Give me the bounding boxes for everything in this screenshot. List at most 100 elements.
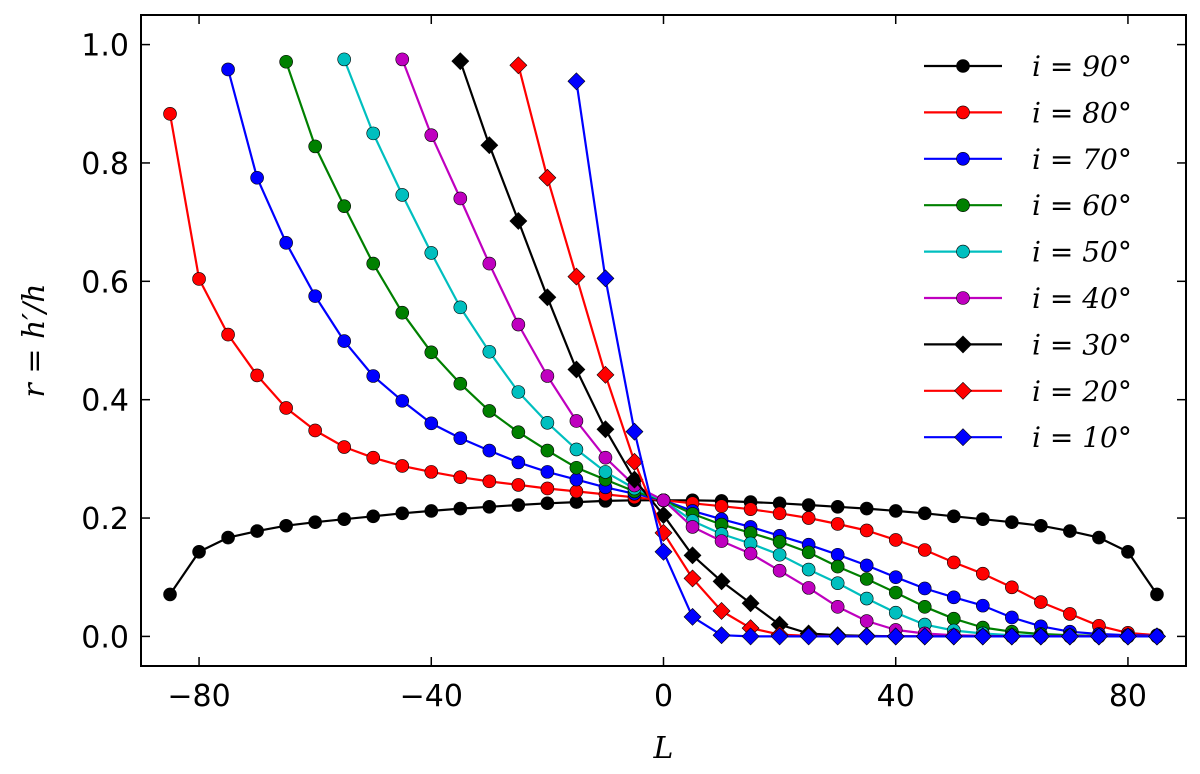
data-point <box>976 512 990 527</box>
legend-label: i = 80° <box>1032 96 1132 129</box>
legend-marker <box>954 381 972 400</box>
data-point <box>830 517 845 531</box>
data-point <box>1002 627 1021 646</box>
data-point <box>888 570 903 585</box>
data-point <box>511 455 526 470</box>
y-tick-label: 0.0 <box>81 620 129 655</box>
data-point <box>1034 595 1048 609</box>
data-point <box>395 52 410 67</box>
data-point <box>192 272 206 286</box>
data-point <box>1005 610 1019 625</box>
data-point <box>337 52 351 67</box>
legend-marker <box>954 335 972 354</box>
data-point <box>337 512 351 527</box>
data-point <box>337 440 351 454</box>
data-point <box>567 267 586 286</box>
data-point <box>1063 607 1077 621</box>
y-axis-label: r = h′/h <box>17 283 52 397</box>
data-point <box>366 126 381 141</box>
series-4 <box>279 54 1164 644</box>
data-point <box>712 626 731 645</box>
data-point <box>859 501 874 516</box>
data-point <box>279 54 293 69</box>
data-point <box>976 598 990 613</box>
data-point <box>743 502 758 516</box>
data-point <box>538 168 557 187</box>
data-point <box>683 607 702 626</box>
data-point <box>540 481 555 496</box>
ticks-layer: −80 −40 0 40 80 0.0 0.2 0.4 0.6 0.8 1.0 <box>81 15 1186 714</box>
data-point <box>772 563 787 578</box>
x-tick-label: −40 <box>400 679 463 714</box>
data-point <box>540 496 555 511</box>
data-point <box>453 501 468 516</box>
data-point <box>569 414 584 428</box>
data-point <box>395 188 410 202</box>
data-point <box>567 360 586 379</box>
data-point <box>540 415 555 430</box>
data-point <box>221 530 235 545</box>
data-point <box>917 506 932 521</box>
data-point <box>250 170 264 185</box>
data-point <box>567 72 586 91</box>
data-point <box>1119 627 1137 646</box>
data-point <box>482 344 497 359</box>
data-point <box>888 533 903 547</box>
data-point <box>453 191 468 206</box>
data-point <box>1005 515 1019 529</box>
y-tick-label: 0.8 <box>81 147 129 182</box>
data-point <box>540 465 555 479</box>
data-point <box>973 627 992 646</box>
legend-label: i = 90° <box>1032 50 1132 83</box>
data-point <box>801 562 816 577</box>
data-point <box>1060 627 1079 646</box>
data-point <box>308 423 322 438</box>
data-point <box>453 300 468 315</box>
data-point <box>801 581 816 595</box>
data-point <box>424 246 439 260</box>
x-tick-label: 80 <box>1109 679 1147 714</box>
data-point <box>770 627 789 646</box>
data-point <box>859 558 874 573</box>
data-point <box>685 520 700 534</box>
legend-item: i = 30° <box>924 328 1132 361</box>
legend-item: i = 70° <box>924 143 1132 176</box>
legend-marker <box>956 244 970 259</box>
data-point <box>799 627 818 646</box>
data-point <box>308 289 322 303</box>
data-point <box>828 627 847 646</box>
data-point <box>886 627 905 646</box>
legend-label: i = 50° <box>1032 236 1132 269</box>
data-point <box>511 317 526 332</box>
legend-item: i = 50° <box>924 236 1132 269</box>
data-point <box>395 305 410 320</box>
data-point <box>859 591 874 606</box>
data-point <box>424 416 439 431</box>
data-point <box>366 450 381 465</box>
data-point <box>1089 627 1108 646</box>
data-point <box>1121 544 1135 559</box>
data-point <box>482 404 497 418</box>
data-point <box>279 236 293 250</box>
data-point <box>337 334 351 348</box>
data-point <box>656 493 671 508</box>
data-point <box>596 269 615 288</box>
data-point <box>654 506 673 525</box>
data-point <box>569 442 584 457</box>
data-point <box>366 509 381 524</box>
data-point <box>1031 627 1050 646</box>
series-9 <box>567 72 1166 646</box>
data-point <box>859 572 874 586</box>
data-point <box>482 500 497 514</box>
legend-label: i = 30° <box>1032 328 1132 361</box>
data-point <box>946 611 961 626</box>
data-point <box>917 581 932 596</box>
data-point <box>683 569 702 588</box>
legend-label: i = 70° <box>1032 143 1132 176</box>
plot-frame <box>140 14 1187 667</box>
y-tick-label: 1.0 <box>81 29 129 64</box>
x-tick-label: −80 <box>167 679 230 714</box>
data-point <box>830 600 845 614</box>
data-point <box>163 107 177 121</box>
data-point <box>395 459 410 473</box>
